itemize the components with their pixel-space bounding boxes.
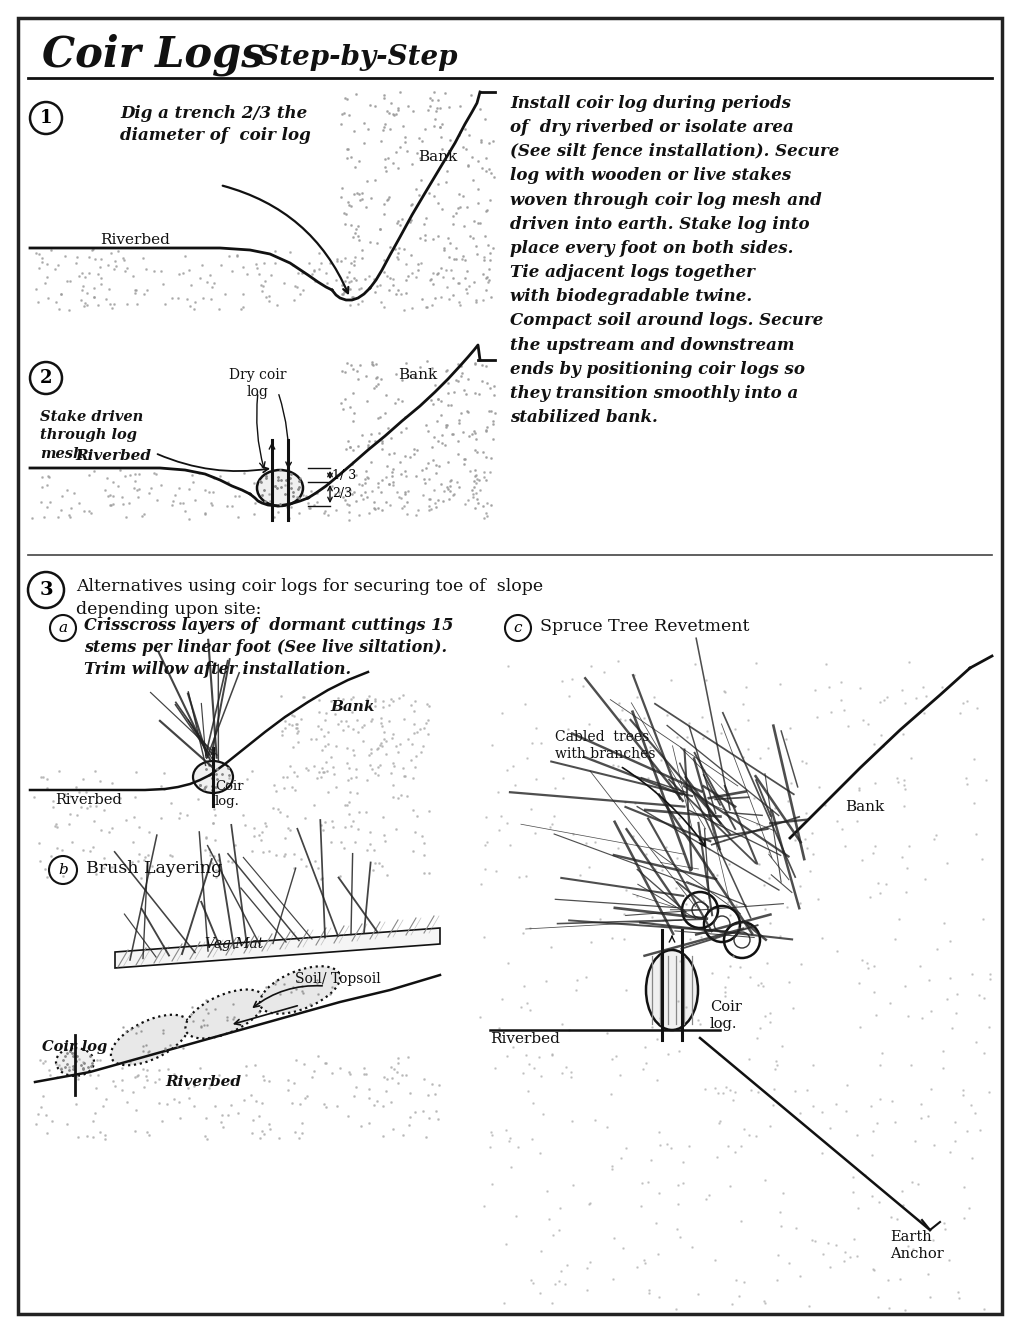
Text: Cabled  trees
with branches: Cabled trees with branches: [554, 730, 655, 762]
Ellipse shape: [111, 1015, 189, 1066]
Text: Brush Layering: Brush Layering: [86, 860, 222, 876]
Text: Riverbed: Riverbed: [75, 449, 151, 464]
Ellipse shape: [257, 470, 303, 506]
Polygon shape: [115, 928, 439, 968]
Text: Riverbed: Riverbed: [100, 233, 170, 246]
Text: Bank: Bank: [330, 701, 374, 714]
Text: Coir Logs: Coir Logs: [42, 33, 264, 76]
Text: Dig a trench 2/3 the
diameter of  coir log: Dig a trench 2/3 the diameter of coir lo…: [120, 105, 311, 144]
Ellipse shape: [193, 761, 232, 793]
Text: a: a: [58, 621, 67, 635]
Text: 3: 3: [39, 581, 53, 599]
Text: Coir log: Coir log: [42, 1040, 107, 1054]
Text: Step-by-Step: Step-by-Step: [239, 44, 458, 71]
Text: b: b: [58, 863, 68, 876]
Text: Bank: Bank: [844, 801, 883, 814]
Text: Bank: Bank: [418, 151, 457, 164]
Text: Install coir log during periods
of  dry riverbed or isolate area
(See silt fence: Install coir log during periods of dry r…: [510, 95, 839, 426]
Text: 1: 1: [40, 109, 52, 127]
Text: Stake driven
through log
mesh: Stake driven through log mesh: [40, 410, 143, 461]
Text: Earth
Anchor: Earth Anchor: [890, 1229, 943, 1261]
Text: Riverbed: Riverbed: [55, 793, 121, 807]
Text: 1/ 3: 1/ 3: [331, 469, 356, 481]
Ellipse shape: [56, 1048, 94, 1076]
Text: Alternatives using coir logs for securing toe of  slope
depending upon site:: Alternatives using coir logs for securin…: [76, 578, 542, 618]
Ellipse shape: [185, 990, 264, 1039]
Text: Spruce Tree Revetment: Spruce Tree Revetment: [539, 618, 749, 635]
Text: 2: 2: [40, 369, 52, 388]
Text: Bank: Bank: [397, 368, 437, 382]
Text: Soil/ Topsoil: Soil/ Topsoil: [294, 972, 380, 986]
Ellipse shape: [260, 966, 339, 1014]
Text: Veg Mat: Veg Mat: [205, 936, 263, 951]
Text: c: c: [514, 621, 522, 635]
Text: Crisscross layers of  dormant cuttings 15
stems per linear foot (See live siltat: Crisscross layers of dormant cuttings 15…: [84, 617, 452, 678]
Text: Coir
log.: Coir log.: [709, 1000, 741, 1031]
Ellipse shape: [645, 950, 697, 1030]
Text: Riverbed: Riverbed: [165, 1075, 240, 1090]
Text: Coir
log.: Coir log.: [215, 781, 244, 809]
Text: 2/3: 2/3: [331, 488, 352, 501]
Text: Dry coir
log: Dry coir log: [229, 368, 286, 400]
Text: Riverbed: Riverbed: [489, 1032, 559, 1046]
